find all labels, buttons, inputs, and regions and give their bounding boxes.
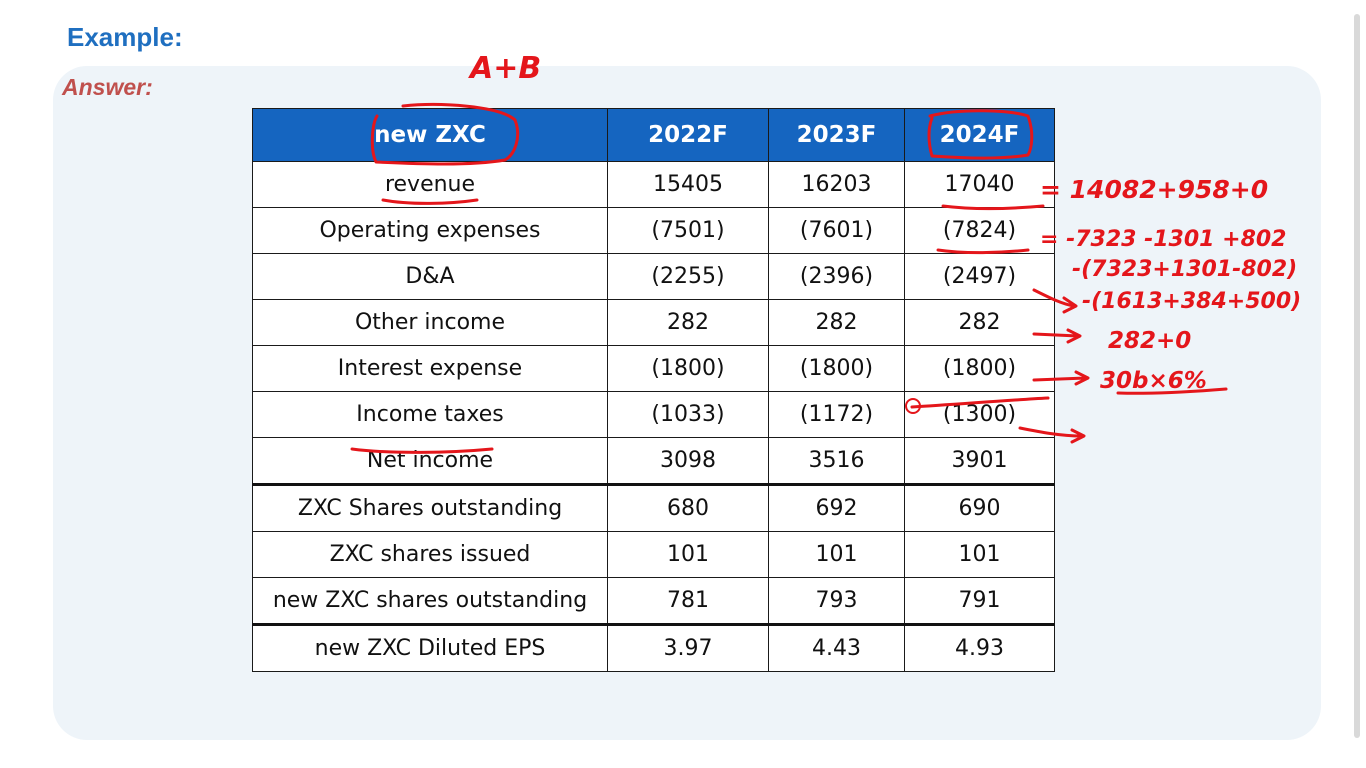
row-label: Income taxes [252,391,608,438]
cell-value: (2497) [904,253,1055,300]
cell-value: 17040 [904,161,1055,208]
header-2023f: 2023F [768,108,905,162]
table-row: ZXC shares issued 101 101 101 [252,531,1055,578]
table-row: D&A (2255) (2396) (2497) [252,253,1055,300]
cell-value: 680 [607,483,769,532]
table-row: Income taxes (1033) (1172) (1300) [252,391,1055,438]
cell-value: 791 [904,577,1055,625]
cell-value: (7601) [768,207,905,254]
cell-value: 690 [904,483,1055,532]
table-header-row: new ZXC 2022F 2023F 2024F [252,108,1055,162]
table-row: Interest expense (1800) (1800) (1800) [252,345,1055,392]
table-row: new ZXC Diluted EPS 3.97 4.43 4.93 [252,623,1055,672]
cell-value: 793 [768,577,905,625]
cell-value: 282 [768,299,905,346]
cell-value: (1800) [768,345,905,392]
row-label: revenue [252,161,608,208]
row-label: Interest expense [252,345,608,392]
cell-value: 4.93 [904,623,1055,672]
cell-value: 3.97 [607,623,769,672]
cell-value: (1300) [904,391,1055,438]
row-label: Operating expenses [252,207,608,254]
cell-value: 4.43 [768,623,905,672]
row-label: ZXC Shares outstanding [252,483,608,532]
table-row: revenue 15405 16203 17040 [252,161,1055,208]
scrollbar[interactable] [1354,14,1360,738]
table-row: Net income 3098 3516 3901 [252,437,1055,485]
row-label: new ZXC shares outstanding [252,577,608,625]
cell-value: 15405 [607,161,769,208]
row-label: new ZXC Diluted EPS [252,623,608,672]
table-row: ZXC Shares outstanding 680 692 690 [252,483,1055,532]
cell-value: 3901 [904,437,1055,485]
table-row: Operating expenses (7501) (7601) (7824) [252,207,1055,254]
table-row: Other income 282 282 282 [252,299,1055,346]
cell-value: 101 [607,531,769,578]
row-label: ZXC shares issued [252,531,608,578]
row-label: Net income [252,437,608,485]
cell-value: (7501) [607,207,769,254]
cell-value: (1033) [607,391,769,438]
row-label: Other income [252,299,608,346]
cell-value: (1172) [768,391,905,438]
cell-value: 692 [768,483,905,532]
financial-table: new ZXC 2022F 2023F 2024F revenue 15405 … [252,108,1055,672]
cell-value: 3098 [607,437,769,485]
row-label: D&A [252,253,608,300]
cell-value: (1800) [904,345,1055,392]
cell-value: (7824) [904,207,1055,254]
cell-value: 101 [904,531,1055,578]
table-row: new ZXC shares outstanding 781 793 791 [252,577,1055,625]
cell-value: 781 [607,577,769,625]
cell-value: (2396) [768,253,905,300]
header-label: new ZXC [252,108,608,162]
cell-value: 3516 [768,437,905,485]
answer-label: Answer: [62,74,153,100]
cell-value: 16203 [768,161,905,208]
cell-value: 282 [904,299,1055,346]
cell-value: (2255) [607,253,769,300]
header-2024f: 2024F [904,108,1055,162]
cell-value: 101 [768,531,905,578]
header-2022f: 2022F [607,108,769,162]
cell-value: 282 [607,299,769,346]
cell-value: (1800) [607,345,769,392]
slide-title: Example: [67,22,183,52]
